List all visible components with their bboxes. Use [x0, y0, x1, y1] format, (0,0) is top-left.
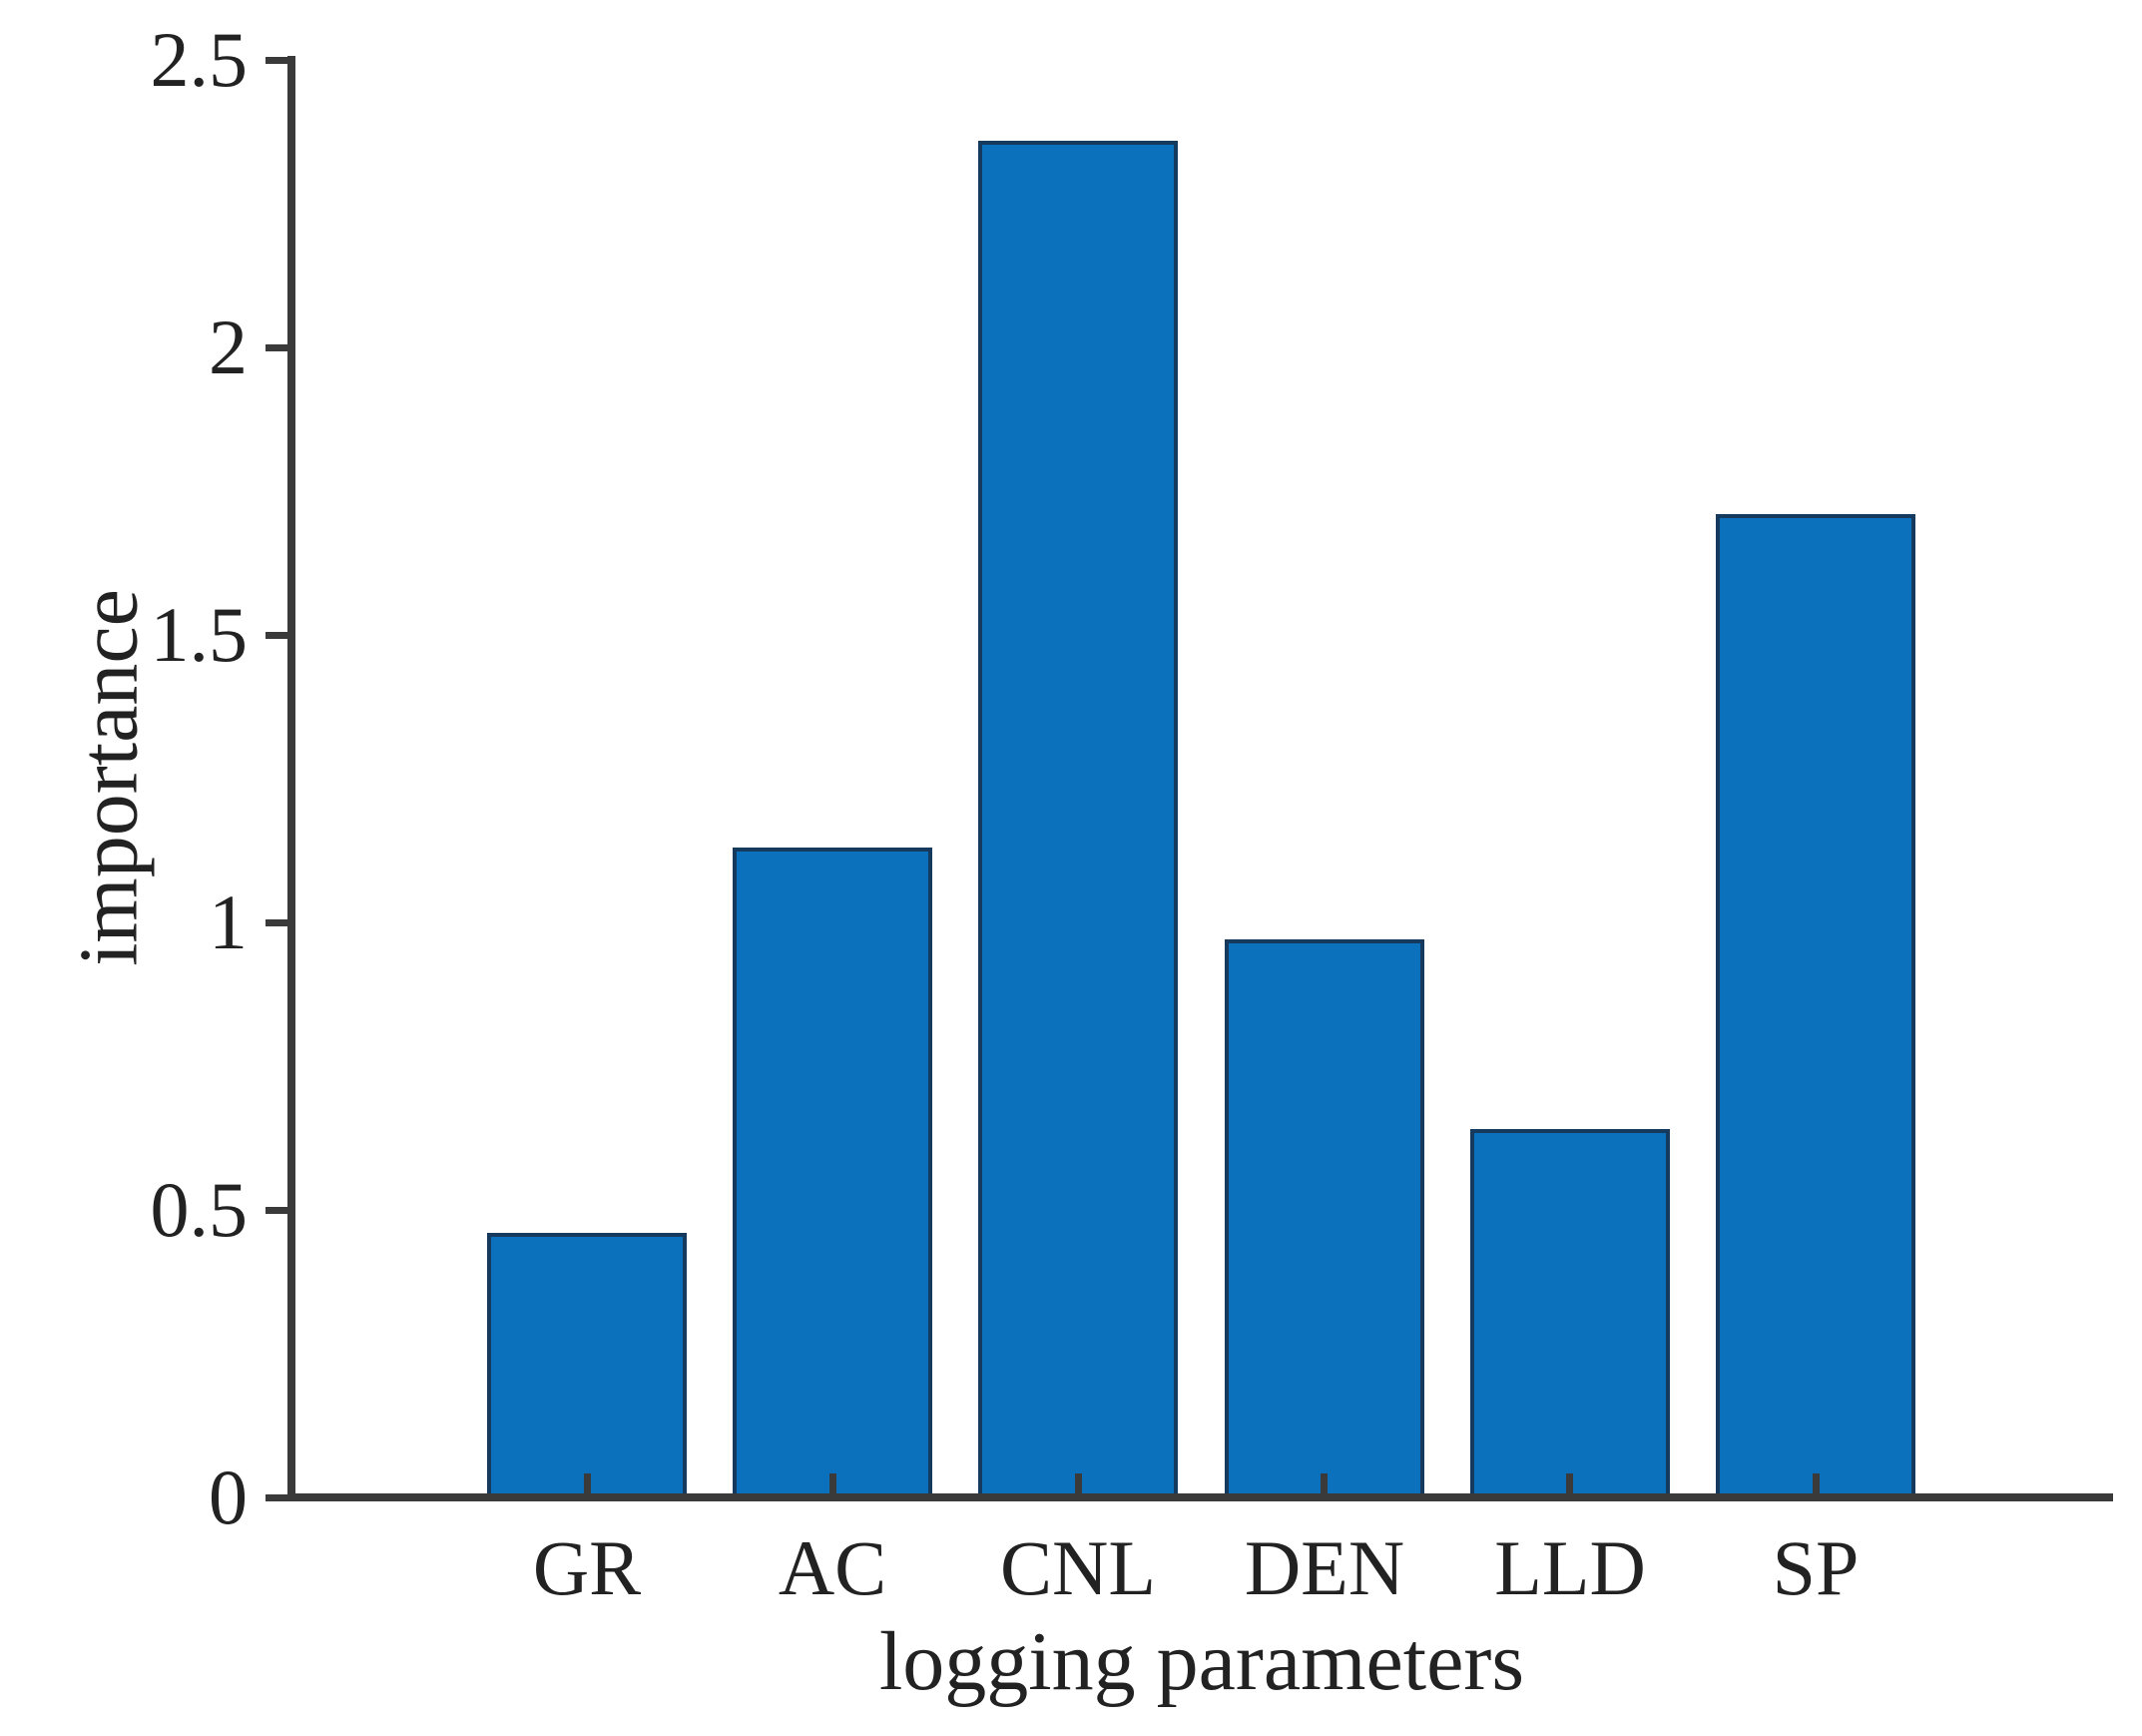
y-tick-label-0.5: 0.5	[150, 1166, 249, 1253]
y-tick-1	[266, 919, 291, 926]
bar-GR	[487, 1233, 687, 1497]
y-tick-2	[266, 344, 291, 351]
y-tick-label-1.5: 1.5	[150, 591, 249, 678]
y-tick-1.5	[266, 632, 291, 639]
y-tick-label-2: 2	[209, 303, 248, 390]
x-tick-DEN	[1321, 1473, 1328, 1497]
y-tick-0.5	[266, 1207, 291, 1214]
x-tick-label-SP: SP	[1772, 1524, 1860, 1611]
x-tick-label-AC: AC	[778, 1524, 887, 1611]
x-tick-label-DEN: DEN	[1244, 1524, 1405, 1611]
y-tick-2.5	[266, 57, 291, 64]
x-tick-AC	[829, 1473, 836, 1497]
x-tick-label-LLD: LLD	[1494, 1524, 1646, 1611]
bar-DEN	[1225, 939, 1424, 1497]
x-axis-title: logging parameters	[878, 1615, 1525, 1708]
x-tick-GR	[584, 1473, 591, 1497]
y-tick-label-0: 0	[209, 1453, 248, 1540]
bar-SP	[1716, 514, 1915, 1497]
x-tick-SP	[1813, 1473, 1820, 1497]
bar-AC	[733, 848, 932, 1497]
y-tick-label-2.5: 2.5	[150, 16, 249, 103]
x-tick-LLD	[1566, 1473, 1573, 1497]
x-axis-line	[287, 1493, 2113, 1501]
x-tick-label-GR: GR	[532, 1524, 642, 1611]
x-tick-label-CNL: CNL	[1000, 1524, 1156, 1611]
y-tick-0	[266, 1494, 291, 1501]
y-axis-line	[287, 56, 295, 1501]
bar-LLD	[1470, 1129, 1670, 1497]
y-tick-label-1: 1	[209, 878, 248, 965]
x-tick-CNL	[1075, 1473, 1082, 1497]
